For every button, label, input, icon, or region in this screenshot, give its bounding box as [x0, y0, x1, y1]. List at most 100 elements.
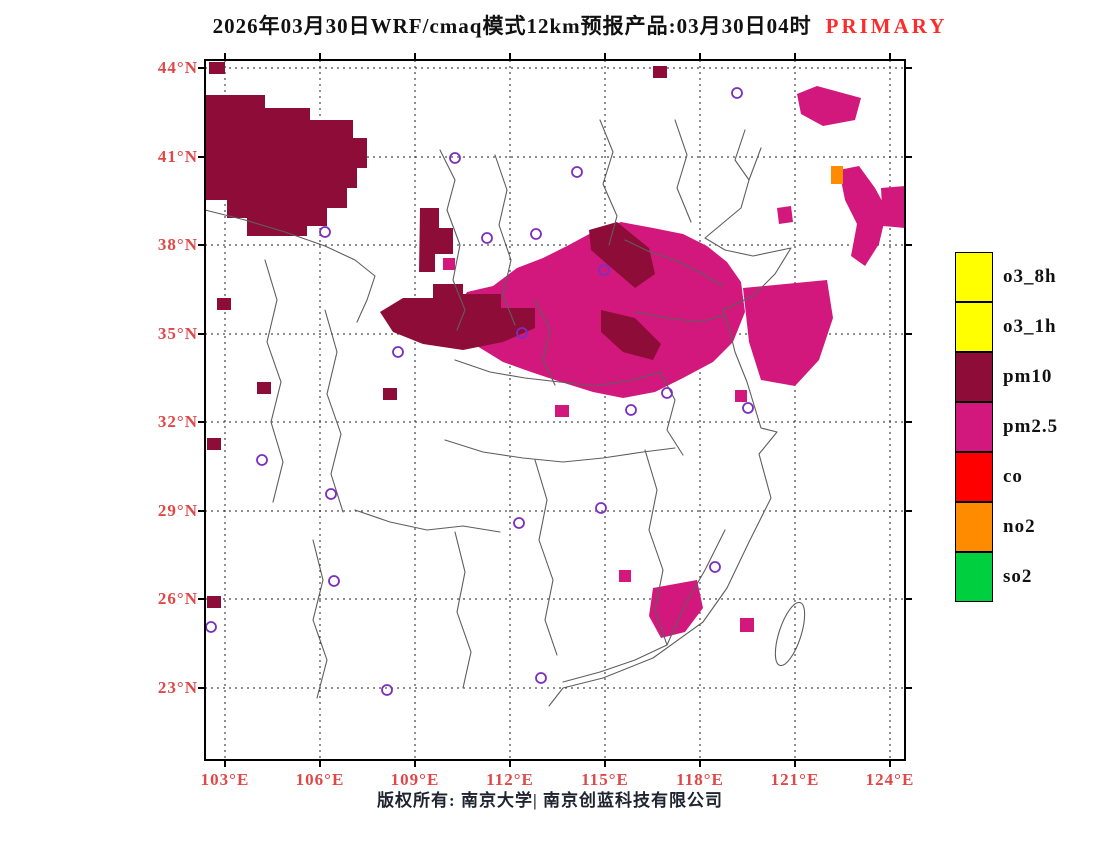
province-boundary — [444, 439, 676, 463]
legend-label: co — [1003, 466, 1023, 487]
city-marker — [325, 488, 337, 500]
legend-swatch-o3_8h — [955, 252, 993, 302]
city-marker — [530, 228, 542, 240]
lon-label: 124°E — [865, 770, 915, 789]
city-marker — [598, 264, 610, 276]
legend-item-so2: so2 — [955, 552, 1100, 602]
legend-swatch-no2 — [955, 502, 993, 552]
lat-label: 35°N — [157, 324, 198, 343]
province-boundary — [659, 371, 684, 456]
pollution-region-pm10 — [380, 284, 535, 350]
legend-label: o3_8h — [1003, 266, 1057, 287]
lat-label: 44°N — [157, 58, 198, 77]
province-boundary — [674, 119, 692, 223]
legend-label: so2 — [1003, 566, 1033, 587]
province-boundary — [264, 259, 284, 503]
forecast-map — [198, 53, 912, 767]
lat-label: 26°N — [157, 589, 198, 608]
pollution-region-pm10 — [589, 222, 655, 288]
lat-label: 29°N — [157, 501, 198, 520]
pollution-region-pm2.5 — [777, 206, 793, 224]
legend-label: no2 — [1003, 516, 1036, 537]
pollution-region-pm10 — [207, 596, 221, 608]
province-boundary — [534, 299, 556, 386]
city-marker — [516, 327, 528, 339]
province-boundary — [634, 311, 726, 323]
pollution-region-no2 — [831, 166, 843, 184]
lon-label: 118°E — [676, 770, 724, 789]
city-marker — [595, 502, 607, 514]
pollution-region-pm2.5 — [740, 618, 754, 632]
lon-label: 112°E — [486, 770, 534, 789]
city-marker — [392, 346, 404, 358]
province-boundary — [548, 147, 792, 707]
city-marker — [709, 561, 721, 573]
city-marker — [742, 402, 754, 414]
pollution-region-pm10 — [383, 388, 397, 400]
pollution-region-pm2.5 — [743, 280, 833, 386]
province-boundary — [439, 149, 466, 331]
province-boundary — [204, 209, 376, 323]
city-marker — [535, 672, 547, 684]
lat-label: 23°N — [157, 678, 198, 697]
city-marker — [513, 517, 525, 529]
city-marker — [731, 87, 743, 99]
province-boundary — [324, 309, 344, 513]
legend-label: o3_1h — [1003, 316, 1057, 337]
legend-item-pm2.5: pm2.5 — [955, 402, 1100, 452]
city-marker — [625, 404, 637, 416]
legend-item-o3_1h: o3_1h — [955, 302, 1100, 352]
island-outline — [774, 601, 806, 667]
pollution-region-pm10 — [205, 95, 367, 236]
legend-item-pm10: pm10 — [955, 352, 1100, 402]
pollution-region-pm2.5 — [443, 258, 455, 270]
legend-label: pm10 — [1003, 366, 1053, 387]
title-main: 2026年03月30日WRF/cmaq模式12km预报产品:03月30日04时 — [212, 14, 812, 38]
page-title: 2026年03月30日WRF/cmaq模式12km预报产品:03月30日04时 P… — [0, 10, 1100, 40]
legend-label: pm2.5 — [1003, 416, 1059, 437]
lon-label: 103°E — [200, 770, 250, 789]
pollution-region-pm2.5 — [797, 86, 861, 126]
province-boundary — [454, 531, 472, 689]
legend-item-o3_8h: o3_8h — [955, 252, 1100, 302]
legend-item-co: co — [955, 452, 1100, 502]
lat-label: 38°N — [157, 235, 198, 254]
province-boundary — [454, 359, 661, 387]
pollution-region-pm2.5 — [555, 405, 569, 417]
pollution-region-pm10 — [601, 310, 661, 360]
pollution-region-pm10 — [209, 62, 225, 74]
legend-swatch-pm2.5 — [955, 402, 993, 452]
pollution-region-pm10 — [257, 382, 271, 394]
province-boundary — [354, 509, 501, 533]
province-boundary — [562, 644, 668, 683]
legend-swatch-o3_1h — [955, 302, 993, 352]
lon-label: 109°E — [390, 770, 440, 789]
city-marker — [449, 152, 461, 164]
city-marker — [381, 684, 393, 696]
lat-label: 32°N — [157, 412, 198, 431]
pollution-region-pm2.5 — [881, 186, 905, 228]
province-boundary — [624, 239, 724, 287]
province-boundary — [644, 449, 668, 646]
pollution-region-pm10 — [217, 298, 231, 310]
city-marker — [481, 232, 493, 244]
pollution-region-pm2.5 — [649, 580, 703, 638]
city-marker — [328, 575, 340, 587]
pollution-region-pm10 — [207, 438, 221, 450]
province-boundary — [734, 129, 750, 181]
copyright-footer: 版权所有: 南京大学| 南京创蓝科技有限公司 — [0, 786, 1100, 811]
map-frame — [204, 59, 906, 761]
pollution-region-pm2.5 — [451, 222, 745, 398]
legend-swatch-co — [955, 452, 993, 502]
city-marker — [571, 166, 583, 178]
lon-label: 121°E — [770, 770, 820, 789]
province-boundary — [666, 529, 726, 646]
pollution-region-pm2.5 — [619, 570, 631, 582]
pollution-region-pm10 — [653, 66, 667, 78]
lat-label: 41°N — [157, 147, 198, 166]
province-boundary — [494, 154, 516, 326]
copyright-text: 版权所有: 南京大学| 南京创蓝科技有限公司 — [377, 791, 723, 810]
lon-label: 106°E — [295, 770, 345, 789]
city-marker — [319, 226, 331, 238]
title-primary-tag: PRIMARY — [825, 14, 948, 38]
